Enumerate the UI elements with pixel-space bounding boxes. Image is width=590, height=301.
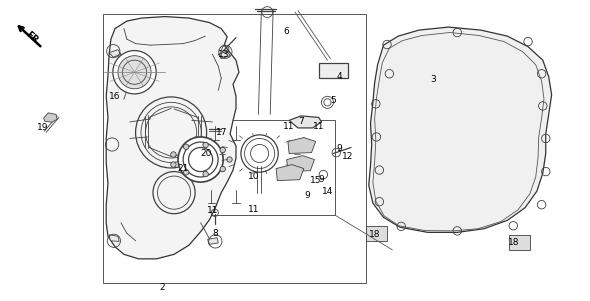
Circle shape bbox=[227, 157, 232, 162]
Circle shape bbox=[178, 137, 223, 182]
Text: 11: 11 bbox=[283, 122, 295, 131]
Text: 8: 8 bbox=[212, 229, 218, 238]
Circle shape bbox=[113, 51, 156, 94]
Circle shape bbox=[183, 144, 189, 150]
Text: 3: 3 bbox=[431, 75, 437, 84]
Bar bbox=[103, 14, 366, 283]
Circle shape bbox=[203, 171, 208, 177]
Circle shape bbox=[171, 162, 176, 167]
Text: 12: 12 bbox=[342, 152, 354, 161]
Text: 9: 9 bbox=[336, 144, 342, 154]
Text: 18: 18 bbox=[369, 230, 381, 239]
Text: FR.: FR. bbox=[24, 30, 41, 47]
Text: 17: 17 bbox=[215, 128, 227, 137]
Text: 2: 2 bbox=[159, 283, 165, 292]
Text: 5: 5 bbox=[330, 96, 336, 105]
Polygon shape bbox=[208, 238, 218, 244]
Text: 9: 9 bbox=[319, 175, 324, 184]
Text: 16: 16 bbox=[109, 92, 121, 101]
Text: 13: 13 bbox=[218, 50, 230, 59]
Polygon shape bbox=[319, 63, 348, 78]
Polygon shape bbox=[276, 165, 304, 181]
Text: 6: 6 bbox=[283, 27, 289, 36]
Polygon shape bbox=[509, 235, 530, 250]
Text: 7: 7 bbox=[298, 117, 304, 126]
Circle shape bbox=[171, 152, 176, 157]
Polygon shape bbox=[366, 226, 387, 241]
Circle shape bbox=[220, 166, 225, 172]
Polygon shape bbox=[44, 113, 57, 122]
Polygon shape bbox=[287, 156, 314, 172]
Polygon shape bbox=[289, 116, 322, 128]
Text: 4: 4 bbox=[336, 72, 342, 81]
Text: 15: 15 bbox=[310, 176, 322, 185]
Polygon shape bbox=[109, 235, 119, 241]
Text: 18: 18 bbox=[507, 238, 519, 247]
Polygon shape bbox=[109, 50, 121, 57]
Bar bbox=[206, 120, 335, 215]
Text: 14: 14 bbox=[322, 187, 333, 196]
Text: 9: 9 bbox=[304, 191, 310, 200]
Circle shape bbox=[203, 142, 208, 148]
Circle shape bbox=[183, 169, 189, 175]
Circle shape bbox=[220, 147, 225, 153]
Circle shape bbox=[118, 56, 151, 89]
Polygon shape bbox=[106, 17, 239, 259]
Text: 21: 21 bbox=[177, 164, 189, 173]
Polygon shape bbox=[218, 51, 230, 59]
Text: 11: 11 bbox=[206, 206, 218, 215]
Text: 19: 19 bbox=[37, 123, 48, 132]
Polygon shape bbox=[288, 138, 316, 154]
Text: 20: 20 bbox=[201, 149, 212, 158]
Polygon shape bbox=[369, 27, 552, 232]
Text: 11: 11 bbox=[248, 205, 260, 214]
Text: 10: 10 bbox=[248, 172, 260, 181]
Text: 11: 11 bbox=[313, 122, 324, 131]
